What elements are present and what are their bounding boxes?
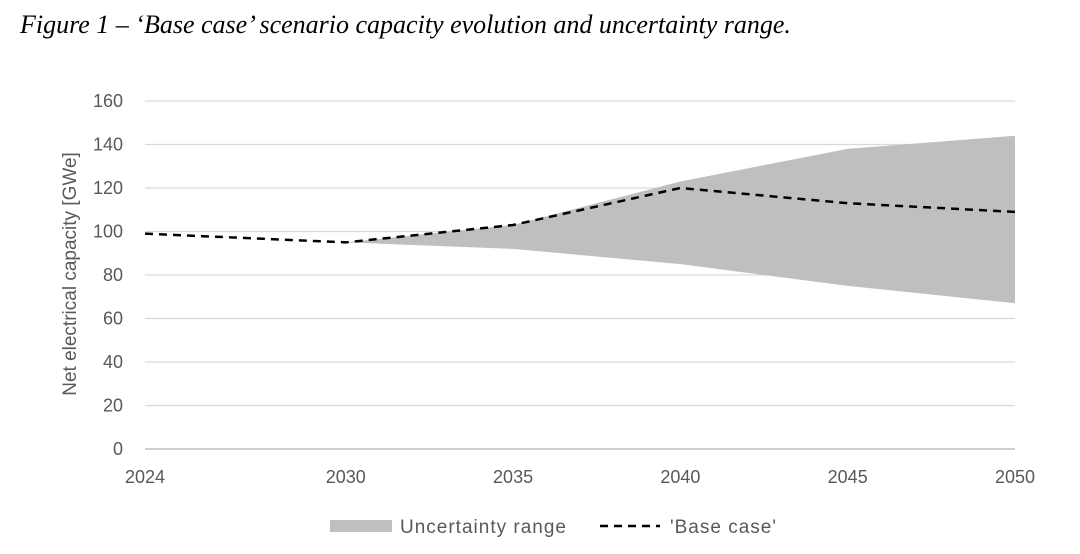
x-tick-label-2040: 2040 <box>660 467 700 487</box>
y-tick-label-60: 60 <box>103 309 123 329</box>
y-tick-labels: 0 20 40 60 80 100 120 140 160 <box>93 91 123 459</box>
x-tick-label-2045: 2045 <box>828 467 868 487</box>
legend: Uncertainty range 'Base case' <box>330 517 777 538</box>
y-tick-label-160: 160 <box>93 91 123 111</box>
y-tick-label-80: 80 <box>103 265 123 285</box>
y-axis-title: Net electrical capacity [GWe] <box>60 152 81 396</box>
x-tick-label-2024: 2024 <box>125 467 165 487</box>
y-tick-label-120: 120 <box>93 178 123 198</box>
legend-swatch-uncertainty-range <box>330 520 392 532</box>
x-tick-labels: 2024 2030 2035 2040 2045 2050 <box>125 467 1035 487</box>
y-tick-label-0: 0 <box>113 439 123 459</box>
x-tick-label-2050: 2050 <box>995 467 1035 487</box>
uncertainty-band <box>345 135 1015 304</box>
legend-label-base-case: 'Base case' <box>670 517 777 538</box>
y-tick-label-40: 40 <box>103 352 123 372</box>
base-case-series <box>144 186 1016 244</box>
figure-caption: Figure 1 – ‘Base case’ scenario capacity… <box>20 10 791 39</box>
legend-label-uncertainty-range: Uncertainty range <box>400 517 567 538</box>
uncertainty-range-area <box>345 135 1015 304</box>
y-tick-label-100: 100 <box>93 222 123 242</box>
base-case-line <box>144 186 1016 244</box>
y-tick-label-20: 20 <box>103 396 123 416</box>
gridlines <box>145 100 1015 407</box>
y-tick-label-140: 140 <box>93 135 123 155</box>
x-tick-label-2030: 2030 <box>326 467 366 487</box>
x-tick-label-2035: 2035 <box>493 467 533 487</box>
